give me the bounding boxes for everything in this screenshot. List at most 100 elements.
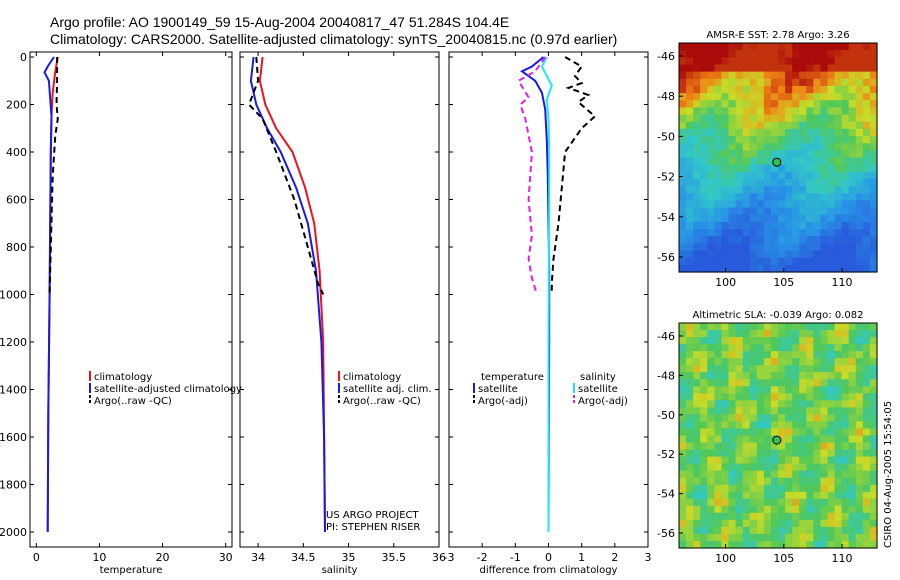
map-cell <box>834 57 843 66</box>
map-cell <box>679 43 687 51</box>
map-cell <box>679 351 687 359</box>
map-cell <box>700 330 708 338</box>
map-cell <box>693 323 701 331</box>
map-cell <box>862 186 871 194</box>
map-cell <box>686 164 694 173</box>
map-cell <box>841 442 850 451</box>
map-cell <box>693 193 701 202</box>
map-cell <box>721 484 730 493</box>
map-cell <box>721 157 730 166</box>
map-cell <box>820 178 829 187</box>
map-cell <box>728 372 737 380</box>
map-cell <box>778 143 786 151</box>
map-cell <box>848 463 857 472</box>
map-cell <box>855 107 864 116</box>
map-cell <box>841 505 850 514</box>
map-cell <box>869 386 878 394</box>
map-cell <box>848 477 857 486</box>
map-cell <box>742 207 751 216</box>
map-cell <box>693 57 701 66</box>
map-cell <box>820 484 829 493</box>
map-cell <box>679 540 687 549</box>
map-cell <box>735 257 744 266</box>
map-cell <box>756 78 765 87</box>
map-cell <box>862 358 871 366</box>
map-cell <box>792 407 800 416</box>
map-cell <box>721 358 730 366</box>
map-cell <box>756 526 765 535</box>
map-cell <box>679 121 687 130</box>
map-cell <box>742 229 751 237</box>
map-cell <box>862 50 871 58</box>
map-cell <box>770 463 779 472</box>
map-cell <box>806 365 814 373</box>
map-cell <box>799 121 807 130</box>
y-tick-label: 600 <box>6 194 27 207</box>
map-cell <box>770 421 779 430</box>
map-cell <box>869 498 878 507</box>
map-cell <box>714 207 723 216</box>
map-cell <box>756 407 765 416</box>
map-cell <box>834 421 843 430</box>
map-cell <box>700 491 708 500</box>
map-cell <box>862 171 871 180</box>
map-cell <box>707 477 715 486</box>
map-cell <box>742 264 751 273</box>
map-cell <box>813 100 822 109</box>
map-cell <box>834 243 843 252</box>
map-cell <box>778 50 786 58</box>
map-cell <box>756 344 765 352</box>
map-cell <box>792 400 800 408</box>
map-cell <box>686 358 694 366</box>
map-cell <box>679 323 687 331</box>
map-cell <box>813 178 822 187</box>
map-cell <box>721 121 730 130</box>
map-cell <box>799 257 807 266</box>
panel-1 <box>29 51 233 548</box>
map-cell <box>721 64 730 73</box>
map-cell <box>792 121 800 130</box>
map-cell <box>756 498 765 507</box>
map-cell <box>693 400 701 408</box>
map-cell <box>848 526 857 535</box>
map-cell <box>728 221 737 230</box>
map-cell <box>820 512 829 521</box>
map-cell <box>785 540 793 549</box>
map-cell <box>792 344 800 352</box>
map-cell <box>686 128 694 137</box>
map-cell <box>735 186 744 194</box>
map-cell <box>679 449 687 458</box>
map-cell <box>785 526 793 535</box>
map-cell <box>792 257 800 266</box>
map-cell <box>855 421 864 430</box>
map-cell <box>799 93 807 101</box>
map-cell <box>693 477 701 486</box>
map-cell <box>841 435 850 444</box>
map-cell <box>785 57 793 66</box>
map-cell <box>806 491 814 500</box>
x-tick-label: -2 <box>477 551 488 564</box>
map-cell <box>792 456 800 465</box>
map-cell <box>834 214 843 223</box>
map-cell <box>848 214 857 223</box>
map-cell <box>813 200 822 209</box>
map-cell <box>813 449 822 458</box>
map-cell <box>707 171 715 180</box>
map-cell <box>841 150 850 159</box>
map-cell <box>700 463 708 472</box>
map-cell <box>686 393 694 401</box>
map-cell <box>820 330 829 338</box>
map-cell <box>869 207 878 216</box>
profile-location-marker <box>772 435 782 445</box>
map-cell <box>763 435 772 444</box>
map-cell <box>827 393 836 401</box>
map-cell <box>806 442 814 451</box>
map-cell <box>749 330 758 338</box>
map-cell <box>728 78 737 87</box>
map-cell <box>714 114 723 123</box>
map-cell <box>679 229 687 237</box>
map-cell <box>693 64 701 73</box>
map-cell <box>827 477 836 486</box>
map-cell <box>855 71 864 80</box>
map-cell <box>700 442 708 451</box>
